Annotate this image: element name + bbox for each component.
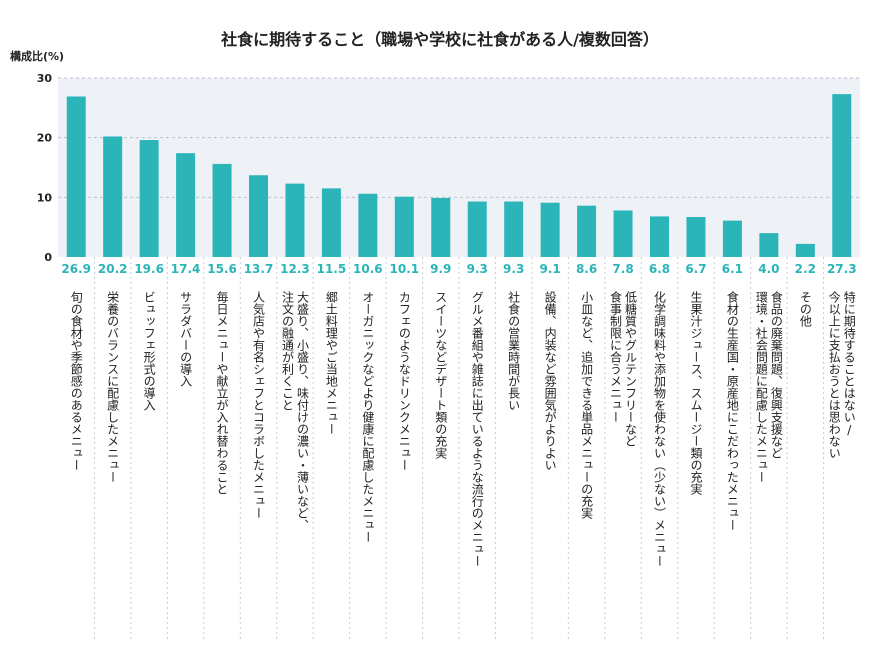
category-separators (93, 257, 825, 640)
bar (832, 94, 852, 257)
bar (212, 163, 232, 257)
y-tick-label: 20 (37, 132, 53, 145)
value-label: 9.3 (467, 262, 488, 276)
value-label: 9.1 (540, 262, 561, 276)
y-axis-label: 構成比(%) (10, 49, 64, 63)
y-tick-label: 30 (37, 72, 53, 85)
category-label: 生果汁ジュース、スムージー類の充実 (689, 291, 703, 496)
chart-title: 社食に期待すること（職場や学校に社食がある人/複数回答） (220, 30, 659, 49)
category-label: その他 (798, 291, 812, 327)
y-axis-ticks: 0 10 20 30 (37, 72, 53, 264)
bar (358, 193, 378, 257)
bar (650, 216, 669, 257)
value-label: 15.6 (207, 262, 237, 276)
category-label: 社食の営業時間が長い (507, 290, 521, 411)
value-label: 26.9 (61, 262, 91, 276)
category-label: 化学調味料や添加物を使わない（少ない）メニュー (653, 291, 667, 567)
bar (722, 220, 742, 257)
bars (66, 94, 852, 257)
category-label: 環境・社会問題に配慮したメニュー (754, 291, 768, 483)
category-label: カフェのようなドリンクメニュー (397, 291, 411, 471)
category-label: サラダバーの導入 (179, 291, 193, 387)
category-label: 人気店や有名シェフとコラボしたメニュー (252, 291, 266, 519)
category-label: 特に期待することはない/ (842, 290, 856, 437)
value-label: 8.6 (576, 262, 597, 276)
value-label: 19.6 (134, 262, 164, 276)
bar (103, 136, 123, 257)
value-label: 9.3 (503, 262, 524, 276)
category-label: 大盛り、小盛り、味付けの濃い・薄いなど、 (295, 291, 309, 531)
bar (540, 202, 560, 257)
category-label: 今以上に支払おうとは思わない (827, 290, 841, 459)
bar (431, 197, 451, 257)
category-label: 郷土料理やご当地メニュー (324, 291, 338, 435)
value-label: 10.1 (390, 262, 420, 276)
bar (394, 196, 414, 257)
value-label: 2.2 (795, 262, 816, 276)
bar (66, 96, 86, 257)
category-labels: 旬の食材や季節感のあるメニュー 栄養のバランスに配慮したメニュー ビュッフェ形式の導… (69, 290, 856, 567)
category-label: 小皿など、追加できる単品メニューの充実 (580, 291, 594, 520)
bar (467, 201, 487, 257)
bar (613, 210, 633, 257)
bar (139, 140, 159, 257)
bar (686, 217, 706, 257)
value-labels: 26.9 20.2 19.6 17.4 15.6 13.7 12.3 11.5 10.6 10.1… (61, 262, 856, 276)
category-label: オーガニックなどより健康に配慮したメニュー (361, 291, 375, 543)
y-tick-label: 10 (37, 191, 53, 204)
bar (249, 175, 268, 257)
category-label: 食事制限に合うメニュー (609, 290, 623, 423)
bar (176, 153, 196, 257)
value-label: 7.8 (612, 262, 633, 276)
value-label: 9.9 (430, 262, 451, 276)
value-label: 4.0 (758, 262, 779, 276)
value-label: 11.5 (317, 262, 347, 276)
category-label: 注文の融通が利くこと (280, 290, 294, 411)
value-label: 20.2 (98, 262, 128, 276)
category-label: ビュッフェ形式の導入 (142, 291, 156, 411)
category-label: グルメ番組や雑誌に出ているような流行のメニュー (470, 291, 484, 567)
value-label: 17.4 (171, 262, 201, 276)
category-label: 食材の生産国・原産地にこだわったメニュー (725, 290, 739, 531)
category-label: 設備、内装など雰囲気がよりよい (543, 290, 557, 471)
value-label: 12.3 (280, 262, 310, 276)
bar (795, 243, 815, 257)
y-tick-label: 0 (44, 251, 52, 264)
category-label: 食品の廃棄問題、復興支援など (769, 290, 783, 459)
category-label: 旬の食材や季節感のあるメニュー (69, 291, 83, 471)
value-label: 27.3 (827, 262, 857, 276)
bar (504, 201, 524, 257)
category-label: 低糖質やグルテンフリーなど (624, 291, 638, 447)
bar (285, 183, 305, 257)
value-label: 6.1 (722, 262, 743, 276)
value-label: 6.8 (649, 262, 670, 276)
value-label: 10.6 (353, 262, 383, 276)
category-label: 栄養のバランスに配慮したメニュー (106, 291, 120, 483)
bar (577, 205, 597, 257)
bar (759, 233, 779, 257)
value-label: 6.7 (685, 262, 706, 276)
value-label: 13.7 (244, 262, 274, 276)
bar (321, 188, 341, 257)
category-label: スイーツなどデザート類の充実 (434, 291, 448, 460)
category-label: 毎日メニューや献立が入れ替わること (215, 290, 229, 495)
